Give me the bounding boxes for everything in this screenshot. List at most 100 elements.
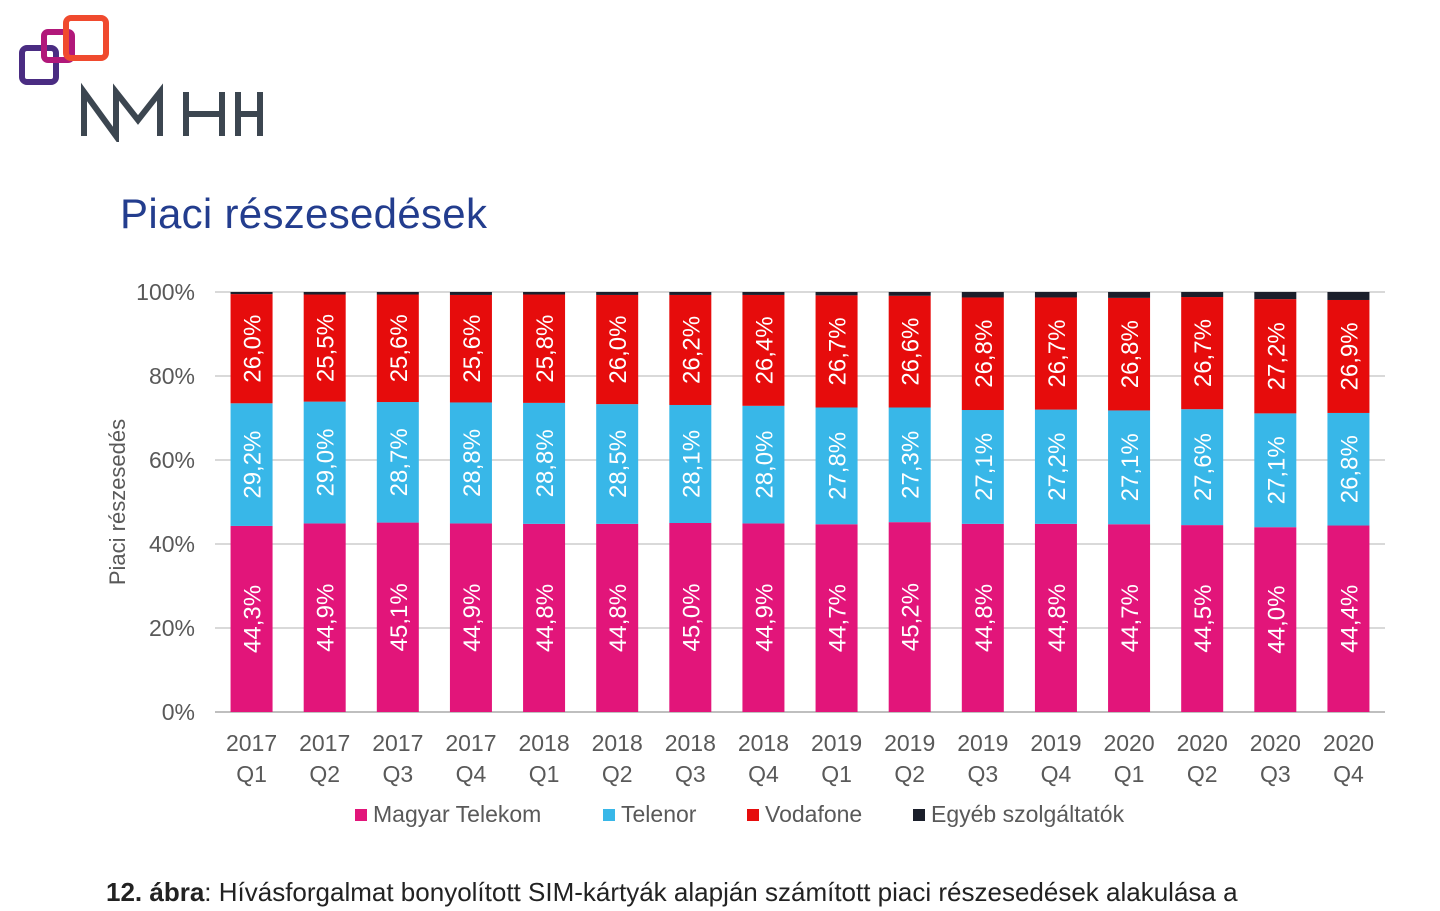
bar-segment — [1181, 525, 1224, 712]
bar-segment — [376, 402, 419, 523]
data-label: 26,8% — [1336, 435, 1363, 503]
data-label: 44,9% — [751, 584, 778, 652]
bar-segment — [230, 525, 273, 712]
bar-segment — [596, 294, 639, 405]
bar-segment — [523, 292, 566, 295]
legend-label: Telenor — [621, 801, 697, 827]
bar-segment — [815, 407, 858, 525]
x-tick-label: Q1 — [821, 761, 852, 787]
data-label: 44,9% — [459, 584, 486, 652]
bar-segment — [1327, 412, 1370, 526]
bar-segment — [961, 297, 1004, 411]
x-tick-label: Q4 — [1333, 761, 1364, 787]
y-tick-label: 40% — [149, 531, 195, 557]
bar-segment — [961, 523, 1004, 712]
data-label: 45,2% — [898, 583, 925, 651]
legend-swatch — [603, 809, 615, 821]
data-label: 45,1% — [386, 583, 413, 651]
bar-segment — [596, 292, 639, 295]
bar-segment — [230, 292, 273, 295]
data-label: 29,2% — [240, 431, 267, 499]
bar-segment — [523, 402, 566, 524]
data-label: 44,8% — [971, 584, 998, 652]
data-label: 27,1% — [971, 433, 998, 501]
x-tick-label: Q2 — [1187, 761, 1218, 787]
bar-segment — [1108, 410, 1151, 525]
figure-caption: 12. ábra: Hívásforgalmat bonyolított SIM… — [106, 877, 1238, 908]
bar-segment — [815, 292, 858, 296]
bar-segment — [1327, 525, 1370, 712]
x-tick-label: 2020 — [1177, 730, 1228, 756]
bar-segment — [742, 292, 785, 295]
x-tick-label: Q2 — [602, 761, 633, 787]
x-tick-label: 2018 — [665, 730, 716, 756]
legend-swatch — [355, 809, 367, 821]
data-label: 44,8% — [532, 584, 559, 652]
x-tick-label: Q1 — [529, 761, 560, 787]
x-tick-label: Q1 — [236, 761, 267, 787]
bar-segment — [303, 292, 346, 295]
data-label: 44,7% — [825, 584, 852, 652]
market-share-chart: 0% 20% 40% 60% 80% 100% Piaci részesedés 44,3% 2… — [105, 279, 1385, 827]
data-label: 44,8% — [1044, 584, 1071, 652]
data-label: 27,6% — [1190, 433, 1217, 501]
data-label: 26,7% — [1044, 319, 1071, 387]
bar-segment — [523, 294, 566, 403]
bar-segment — [376, 292, 419, 295]
data-label: 29,0% — [313, 428, 340, 496]
x-tick-label: Q3 — [967, 761, 998, 787]
logo-squares-icon — [19, 15, 109, 85]
bar-segment — [523, 523, 566, 712]
legend-label: Egyéb szolgáltatók — [931, 801, 1125, 827]
bar-segment — [1108, 524, 1151, 712]
x-tick-label: 2017 — [372, 730, 423, 756]
data-label: 26,0% — [240, 315, 267, 383]
y-tick-label: 0% — [162, 699, 195, 725]
x-tick-label: 2018 — [518, 730, 569, 756]
bar-segment — [961, 292, 1004, 298]
bar-segment — [596, 523, 639, 712]
bar-segment — [449, 294, 492, 403]
data-label: 26,7% — [825, 317, 852, 385]
data-label: 45,0% — [678, 583, 705, 651]
data-label: 28,7% — [386, 428, 413, 496]
data-label: 44,9% — [313, 584, 340, 652]
data-label: 26,7% — [1190, 319, 1217, 387]
bar-segment — [815, 295, 858, 408]
x-tick-label: Q1 — [1114, 761, 1145, 787]
data-label: 44,3% — [240, 585, 267, 653]
bar-segment — [1108, 292, 1151, 298]
figure-caption-text: : Hívásforgalmat bonyolított SIM-kártyák… — [204, 877, 1238, 907]
bar-segment — [230, 403, 273, 526]
bar-segment — [449, 523, 492, 712]
bar-segment — [1254, 527, 1297, 712]
bar-segment — [1181, 292, 1224, 298]
bar-segment — [815, 524, 858, 712]
bar-segment — [1181, 409, 1224, 526]
x-tick-label: 2020 — [1103, 730, 1154, 756]
data-label: 44,4% — [1336, 585, 1363, 653]
y-tick-label: 20% — [149, 615, 195, 641]
x-tick-label: Q4 — [748, 761, 779, 787]
x-tick-label: 2019 — [811, 730, 862, 756]
bar-segment — [376, 294, 419, 403]
y-axis-title: Piaci részesedés — [105, 419, 130, 585]
bar-segment — [449, 292, 492, 295]
data-label: 28,0% — [751, 431, 778, 499]
x-tick-label: Q2 — [894, 761, 925, 787]
bar-segment — [303, 401, 346, 524]
data-label: 26,6% — [898, 318, 925, 386]
bar-segment — [888, 407, 931, 523]
data-label: 28,1% — [678, 430, 705, 498]
data-label: 44,8% — [605, 584, 632, 652]
bar-segment — [1034, 409, 1077, 524]
x-tick-label: Q3 — [382, 761, 413, 787]
x-tick-label: Q4 — [1041, 761, 1072, 787]
bar-segment — [1254, 299, 1297, 414]
bar-segment — [669, 523, 712, 712]
bar-segment — [742, 523, 785, 712]
y-tick-label: 100% — [136, 279, 195, 305]
bar-segment — [1327, 299, 1370, 413]
data-label: 28,5% — [605, 430, 632, 498]
bar-segment — [1181, 297, 1224, 410]
